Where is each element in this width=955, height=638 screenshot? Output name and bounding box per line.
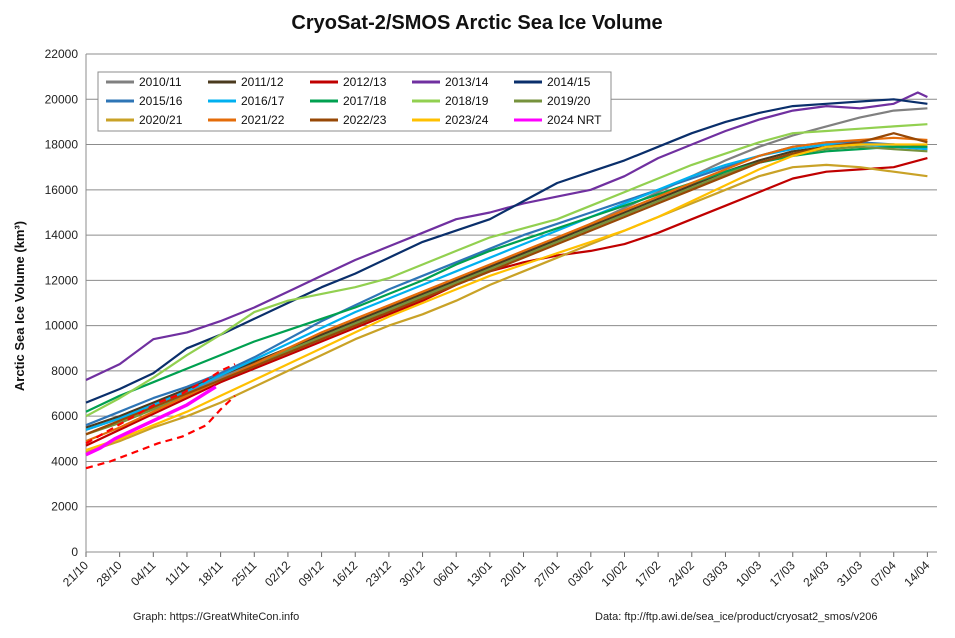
legend-label: 2015/16	[139, 94, 183, 108]
legend-label: 2011/12	[241, 75, 284, 89]
series-line-2020-21	[85, 163, 928, 454]
legend-label: 2023/24	[445, 113, 489, 127]
legend-label: 2018/19	[445, 94, 489, 108]
legend-label: 2012/13	[343, 75, 387, 89]
legend-label: 2017/18	[343, 94, 387, 108]
chart-title: CryoSat-2/SMOS Arctic Sea Ice Volume	[291, 12, 662, 34]
y-tick-label: 0	[71, 545, 78, 559]
y-axis-label: Arctic Sea Ice Volume (km³)	[12, 221, 27, 391]
legend-label: 2014/15	[547, 75, 591, 89]
legend-label: 2020/21	[139, 113, 183, 127]
footer-left: Graph: https://GreatWhiteCon.info	[133, 611, 299, 623]
footer-right: Data: ftp://ftp.awi.de/sea_ice/product/c…	[595, 611, 877, 623]
legend-label: 2019/20	[547, 94, 591, 108]
y-tick-label: 14000	[45, 228, 79, 242]
series-line-2022-23	[85, 132, 928, 436]
y-axis-ticks: 0 2000 4000 6000 8000 10000 12000 14000 16000 180…	[45, 47, 79, 559]
y-tick-label: 8000	[51, 364, 78, 378]
y-tick-label: 16000	[45, 183, 79, 197]
legend: 2010/11 2011/12 2012/13 2013/14 2014/15 2015/…	[97, 71, 612, 132]
y-tick-label: 4000	[51, 454, 78, 468]
series-line-2024-nrt	[85, 385, 217, 457]
y-tick-label: 18000	[45, 138, 79, 152]
y-tick-label: 12000	[45, 273, 79, 287]
series-line-forecast-16	[85, 363, 236, 445]
legend-label: 2013/14	[445, 75, 489, 89]
y-tick-label: 10000	[45, 319, 79, 333]
series-line-forecast-15	[85, 395, 236, 470]
series-line-2013-14	[85, 91, 928, 381]
legend-label: 2024 NRT	[547, 113, 602, 127]
plot-area-frame	[85, 54, 937, 553]
series-line-2018-19	[85, 123, 928, 418]
y-tick-label: 20000	[45, 92, 79, 106]
series-line-2023-24	[85, 143, 928, 452]
legend-label: 2022/23	[343, 113, 387, 127]
y-tick-label: 2000	[51, 500, 78, 514]
legend-label: 2021/22	[241, 113, 285, 127]
series-lines	[85, 91, 928, 470]
legend-label: 2010/11	[139, 75, 182, 89]
y-tick-label: 22000	[45, 47, 79, 61]
y-tick-label: 6000	[51, 409, 78, 423]
series-line-2016-17	[85, 143, 928, 431]
legend-label: 2016/17	[241, 94, 285, 108]
series-line-2012-13	[85, 157, 928, 447]
